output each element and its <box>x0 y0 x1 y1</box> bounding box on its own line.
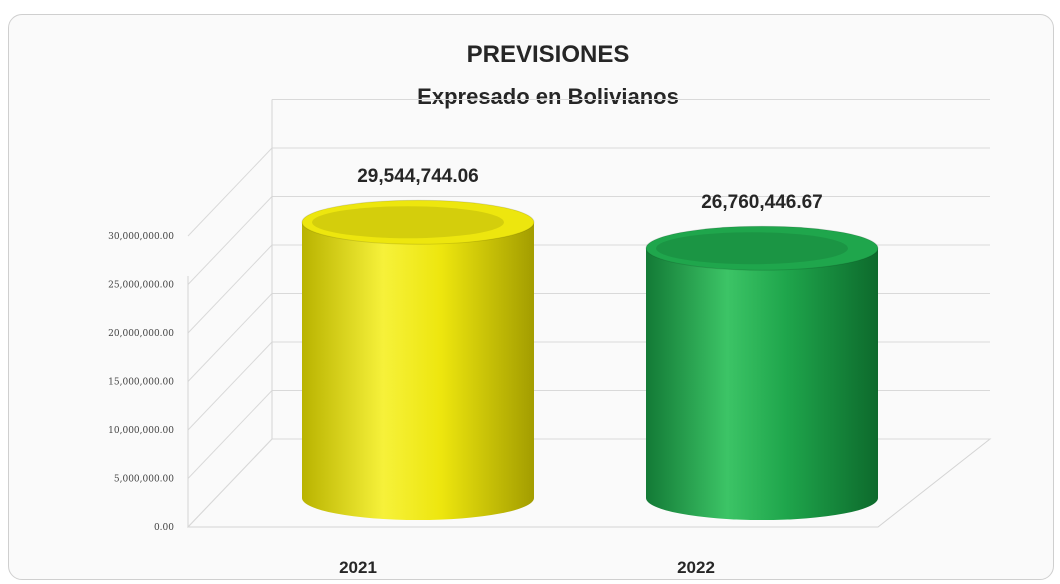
chart-subtitle: Expresado en Bolivianos <box>417 84 679 109</box>
side-gridline <box>187 293 273 382</box>
y-axis: 0.00 5,000,000.00 10,000,000.00 15,000,000.… <box>108 232 174 533</box>
data-label: 29,544,744.06 <box>357 166 479 187</box>
y-tick-label: 30,000,000.00 <box>108 232 174 242</box>
y-tick-label: 15,000,000.00 <box>108 378 174 388</box>
bar-top <box>301 199 535 245</box>
y-tick-label: 25,000,000.00 <box>108 281 174 291</box>
side-gridline <box>187 390 273 479</box>
bar-top <box>645 225 879 271</box>
bar-top-shade <box>312 206 504 239</box>
side-gridline <box>187 196 273 285</box>
data-labels: 29,544,744.06 26,760,446.67 <box>357 166 823 213</box>
bar-body <box>302 222 534 520</box>
x-tick-label: 2021 <box>339 558 377 577</box>
chart-title: PREVISIONES <box>467 41 630 68</box>
side-gridline <box>187 147 273 237</box>
bars <box>301 199 879 520</box>
side-gridline <box>187 341 273 431</box>
data-label: 26,760,446.67 <box>701 192 823 213</box>
bar-body <box>646 248 878 520</box>
y-tick-label: 5,000,000.00 <box>114 475 174 485</box>
x-axis: 2021 2022 <box>339 558 715 577</box>
y-tick-label: 10,000,000.00 <box>108 426 174 436</box>
y-tick-label: 20,000,000.00 <box>108 329 174 339</box>
side-gridline <box>187 244 273 334</box>
side-gridline <box>187 438 273 528</box>
x-tick-label: 2022 <box>677 558 715 577</box>
y-tick-label: 0.00 <box>154 523 174 533</box>
bar-2022 <box>645 225 879 520</box>
bar-top-shade <box>656 232 848 265</box>
bar-2021 <box>301 199 535 520</box>
